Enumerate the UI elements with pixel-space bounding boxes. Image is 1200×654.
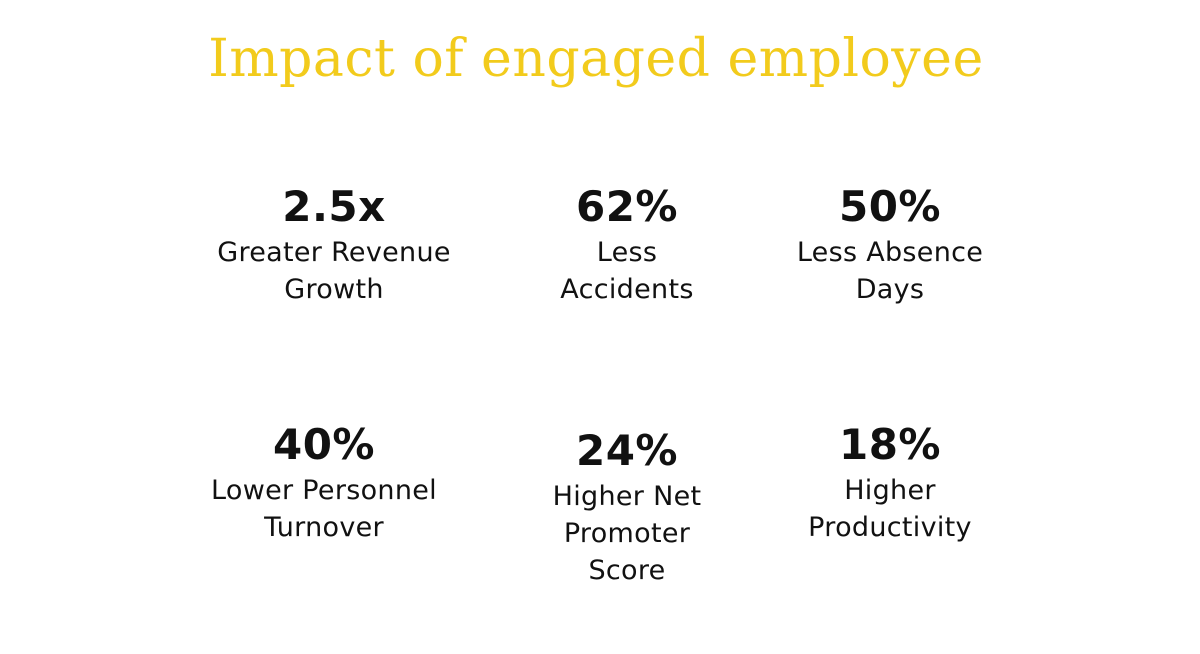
stat-label-line: Lower Personnel [211, 475, 437, 507]
stat-label-line: Accidents [560, 274, 694, 306]
stat-label-line: Less [596, 237, 658, 269]
stat-label: Less Absence Days [740, 234, 1040, 308]
stat-value: 62% [575, 182, 679, 231]
stat-accidents: 62% Less Accidents [477, 182, 777, 308]
stat-value: 40% [272, 420, 376, 469]
stat-productivity: 18% Higher Productivity [740, 420, 1040, 546]
stat-label-line: Productivity [808, 512, 972, 544]
stat-label: Greater Revenue Growth [184, 234, 484, 308]
stat-label-line: Score [588, 555, 666, 587]
stat-value: 24% [575, 426, 679, 475]
stat-absence-days: 50% Less Absence Days [740, 182, 1040, 308]
stat-label: Higher Productivity [740, 472, 1040, 546]
stat-label-line: Higher [844, 475, 936, 507]
stat-label-line: Higher Net [552, 481, 702, 513]
stat-label-line: Promoter [563, 518, 691, 550]
stat-revenue-growth: 2.5x Greater Revenue Growth [184, 182, 484, 308]
stat-value: 2.5x [282, 182, 386, 231]
stat-label-line: Less Absence [796, 237, 984, 269]
stat-label-line: Greater Revenue [217, 237, 451, 269]
stat-value: 50% [838, 182, 942, 231]
stat-net-promoter-score: 24% Higher Net Promoter Score [477, 426, 777, 589]
page-title: Impact of engaged employee [208, 29, 984, 89]
stat-label-line: Days [855, 274, 925, 306]
stat-label-line: Growth [284, 274, 384, 306]
stat-personnel-turnover: 40% Lower Personnel Turnover [174, 420, 474, 546]
stat-label: Less Accidents [477, 234, 777, 308]
stat-value: 18% [838, 420, 942, 469]
stat-label: Higher Net Promoter Score [477, 478, 777, 589]
stat-label-line: Turnover [264, 512, 384, 544]
stat-label: Lower Personnel Turnover [174, 472, 474, 546]
